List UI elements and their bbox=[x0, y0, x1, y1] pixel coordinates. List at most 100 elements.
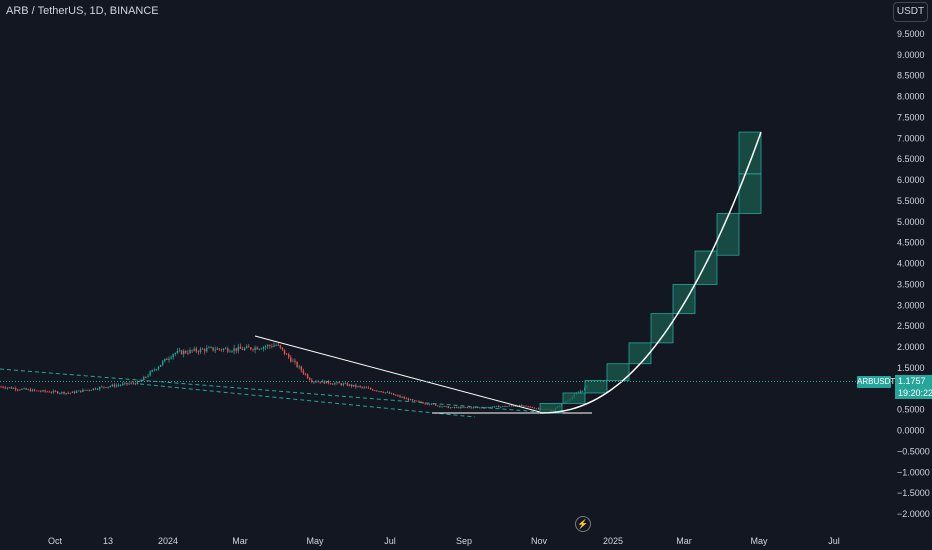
candle-body bbox=[254, 347, 256, 351]
y-tick-label: 4.5000 bbox=[897, 238, 925, 248]
candle-body bbox=[19, 389, 21, 391]
candle-body bbox=[246, 346, 248, 349]
candle-body bbox=[86, 389, 88, 391]
candle-body bbox=[537, 408, 540, 410]
candle-body bbox=[174, 353, 176, 355]
y-tick-label: 2.5000 bbox=[897, 321, 925, 331]
candle-body bbox=[290, 357, 292, 362]
dashed-trendline-upper[interactable] bbox=[0, 368, 541, 413]
candle-body bbox=[369, 388, 372, 390]
candle-body bbox=[582, 390, 584, 392]
candle-body bbox=[441, 406, 443, 408]
candle-body bbox=[57, 391, 59, 394]
candle-body bbox=[107, 386, 109, 388]
projection-box[interactable] bbox=[562, 392, 586, 404]
candle-body bbox=[82, 389, 84, 392]
candle-body bbox=[23, 388, 25, 390]
candle-body bbox=[323, 380, 326, 384]
candle-body bbox=[462, 406, 464, 408]
candle-body bbox=[264, 346, 267, 348]
candle-body bbox=[176, 351, 179, 354]
y-tick-label: 1.5000 bbox=[897, 363, 925, 373]
projection-box[interactable] bbox=[584, 380, 608, 394]
projection-box[interactable] bbox=[628, 342, 652, 365]
candle-body bbox=[271, 345, 273, 347]
candle-body bbox=[346, 383, 349, 386]
candle-body bbox=[298, 366, 300, 368]
y-tick-label: 0.0000 bbox=[897, 426, 925, 436]
dashed-trendline-lower[interactable] bbox=[139, 383, 476, 418]
descending-trendline[interactable] bbox=[254, 335, 541, 413]
candle-body bbox=[424, 403, 426, 405]
currency-button[interactable]: USDT bbox=[893, 2, 928, 22]
candle-body bbox=[69, 392, 71, 394]
candle-body bbox=[519, 405, 521, 407]
candle-body bbox=[25, 388, 27, 390]
candle-body bbox=[220, 349, 223, 351]
candle-body bbox=[132, 382, 134, 384]
candle-body bbox=[48, 391, 50, 393]
projection-box[interactable] bbox=[716, 213, 740, 256]
projection-box[interactable] bbox=[650, 313, 674, 344]
projection-box[interactable] bbox=[606, 363, 630, 381]
candle-body bbox=[498, 406, 500, 408]
candle-body bbox=[378, 391, 380, 392]
candle-body bbox=[418, 401, 420, 402]
candle-body bbox=[533, 407, 536, 409]
y-tick-label: 3.5000 bbox=[897, 279, 925, 289]
candle-body bbox=[416, 400, 418, 402]
candle-body bbox=[275, 345, 277, 346]
candle-body bbox=[422, 402, 424, 404]
last-price-tag: 1.1757 bbox=[895, 375, 932, 387]
candle-body bbox=[300, 366, 302, 371]
candle-body bbox=[506, 406, 508, 407]
candle-body bbox=[489, 407, 491, 408]
candle-body bbox=[453, 406, 456, 408]
x-tick-label: Nov bbox=[531, 536, 548, 546]
candle-body bbox=[65, 392, 67, 394]
projection-box[interactable] bbox=[672, 284, 696, 315]
candle-body bbox=[407, 398, 410, 401]
projection-box[interactable] bbox=[738, 131, 762, 175]
parabolic-curve[interactable] bbox=[539, 131, 762, 414]
candle-body bbox=[231, 351, 233, 352]
candle-body bbox=[21, 388, 23, 390]
candle-body bbox=[355, 384, 357, 387]
symbol-title[interactable]: ARB / TetherUS, 1D, BINANCE bbox=[6, 5, 159, 17]
candle-body bbox=[332, 383, 334, 385]
candle-body bbox=[80, 390, 82, 392]
candle-body bbox=[468, 407, 470, 409]
candle-body bbox=[218, 348, 221, 350]
x-tick-label: Oct bbox=[48, 536, 63, 546]
candle-body bbox=[168, 358, 170, 360]
candle-body bbox=[403, 397, 405, 399]
candle-body bbox=[348, 384, 351, 386]
candle-body bbox=[208, 347, 210, 349]
candle-body bbox=[359, 386, 361, 387]
candle-body bbox=[512, 405, 515, 407]
candle-body bbox=[388, 392, 391, 394]
candle-body bbox=[386, 392, 389, 394]
candle-body bbox=[390, 393, 393, 395]
candle-body bbox=[285, 353, 288, 355]
candle-body bbox=[273, 345, 275, 347]
candle-body bbox=[8, 387, 11, 389]
candle-body bbox=[222, 348, 225, 351]
y-tick-label: 4.0000 bbox=[897, 259, 925, 269]
candle-body bbox=[12, 388, 15, 389]
projection-box[interactable] bbox=[694, 250, 718, 285]
candle-body bbox=[367, 387, 370, 389]
candle-body bbox=[262, 346, 265, 349]
candle-body bbox=[71, 391, 74, 393]
candle-body bbox=[296, 361, 298, 367]
lightning-icon[interactable]: ⚡ bbox=[575, 516, 591, 532]
candle-body bbox=[191, 349, 193, 351]
candle-body bbox=[31, 389, 34, 392]
candle-body bbox=[435, 404, 437, 406]
candle-body bbox=[113, 384, 116, 387]
candle-body bbox=[239, 346, 242, 349]
candle-body bbox=[46, 391, 48, 393]
candle-body bbox=[527, 406, 529, 407]
